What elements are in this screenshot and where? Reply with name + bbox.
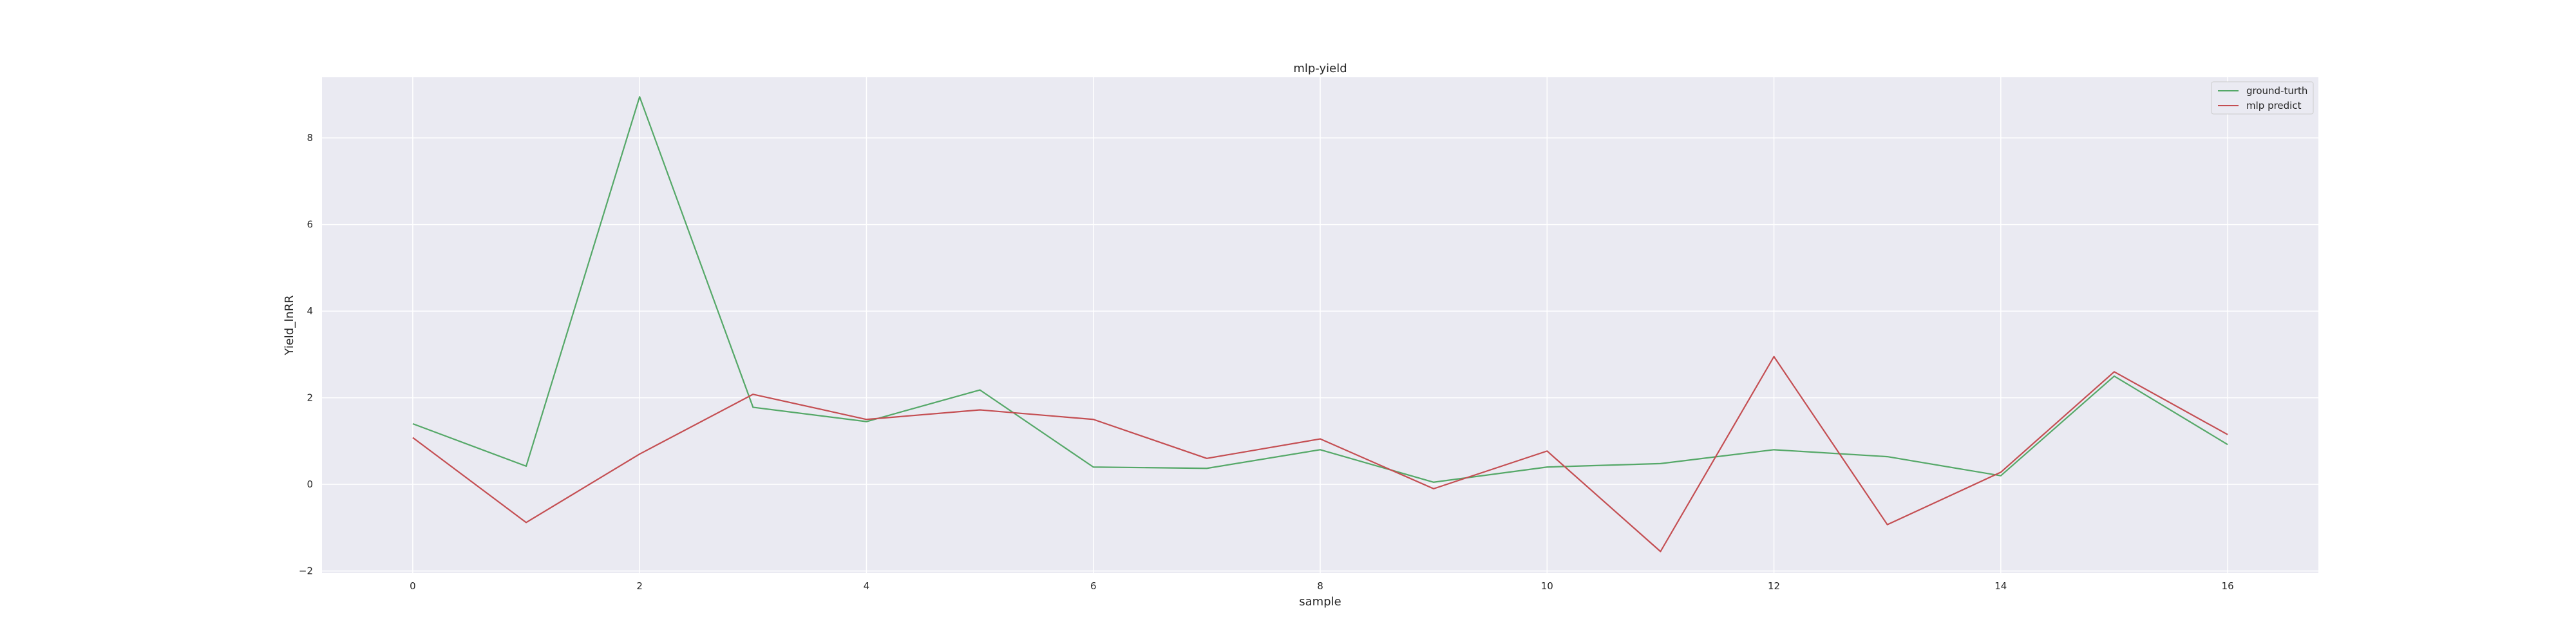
y-tick-label: 2 <box>307 392 313 404</box>
x-tick-label: 12 <box>1768 580 1780 592</box>
y-tick-label: 4 <box>307 305 313 317</box>
x-tick-label: 2 <box>636 580 643 592</box>
x-tick-label: 4 <box>864 580 870 592</box>
x-tick-label: 6 <box>1090 580 1097 592</box>
grid-lines <box>322 77 2318 573</box>
tick-labels: 0 2 4 6 8 10 12 14 16 −2 0 2 4 6 8 <box>299 132 2234 592</box>
x-tick-label: 8 <box>1317 580 1323 592</box>
y-axis-label: Yield_lnRR <box>283 295 296 355</box>
series-line-ground-turth <box>412 96 2228 483</box>
x-tick-label: 16 <box>2222 580 2234 592</box>
legend-label-mlp-predict: mlp predict <box>2246 100 2302 111</box>
chart-title: mlp-yield <box>1293 62 1347 75</box>
x-tick-label: 14 <box>1994 580 2007 592</box>
y-tick-label: 0 <box>307 478 313 490</box>
y-tick-label: 8 <box>307 132 313 144</box>
x-tick-label: 0 <box>410 580 416 592</box>
legend-label-ground-turth: ground-turth <box>2246 85 2307 97</box>
x-tick-label: 10 <box>1541 580 1553 592</box>
series-line-mlp-predict <box>412 355 2228 553</box>
series-lines <box>412 96 2228 553</box>
y-tick-label: 6 <box>307 219 313 231</box>
x-axis-label: sample <box>1299 595 1341 609</box>
y-tick-label: −2 <box>299 565 313 577</box>
legend: ground-turth mlp predict <box>2211 81 2314 115</box>
